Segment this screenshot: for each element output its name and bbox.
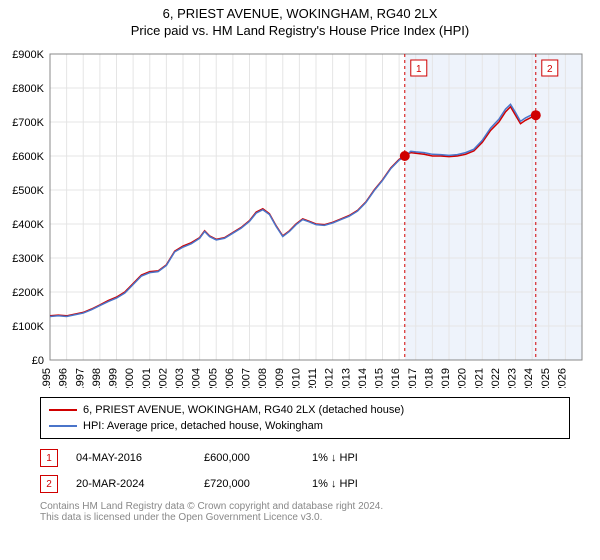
svg-text:2013: 2013	[340, 368, 352, 388]
svg-text:2012: 2012	[324, 368, 336, 388]
svg-text:1997: 1997	[74, 368, 86, 388]
svg-text:£100K: £100K	[12, 321, 44, 333]
svg-text:2014: 2014	[357, 368, 369, 388]
svg-text:2018: 2018	[423, 368, 435, 388]
event-row: 1 04-MAY-2016 £600,000 1% ↓ HPI	[40, 445, 570, 471]
chart-title-line2: Price paid vs. HM Land Registry's House …	[0, 23, 600, 38]
svg-text:2: 2	[547, 64, 553, 75]
event-marker-icon: 1	[40, 449, 58, 467]
svg-text:2007: 2007	[241, 368, 253, 388]
svg-text:2011: 2011	[307, 368, 319, 388]
legend-swatch	[49, 425, 77, 427]
svg-text:2008: 2008	[257, 368, 269, 388]
svg-text:£300K: £300K	[12, 253, 44, 265]
svg-text:1999: 1999	[108, 368, 120, 388]
svg-text:2004: 2004	[191, 368, 203, 388]
svg-text:2010: 2010	[290, 368, 302, 388]
svg-text:£900K: £900K	[12, 49, 44, 61]
svg-text:2009: 2009	[274, 368, 286, 388]
svg-text:2020: 2020	[457, 368, 469, 388]
svg-text:2017: 2017	[407, 368, 419, 388]
svg-text:1: 1	[416, 64, 422, 75]
footer-attribution: Contains HM Land Registry data © Crown c…	[40, 501, 570, 523]
svg-text:1998: 1998	[91, 368, 103, 388]
svg-text:1995: 1995	[41, 368, 53, 388]
svg-text:2023: 2023	[507, 368, 519, 388]
event-price: £600,000	[204, 452, 294, 464]
event-date: 20-MAR-2024	[76, 478, 186, 490]
svg-text:£0: £0	[32, 355, 44, 367]
legend-item: 6, PRIEST AVENUE, WOKINGHAM, RG40 2LX (d…	[49, 402, 561, 418]
svg-text:2015: 2015	[374, 368, 386, 388]
svg-text:2016: 2016	[390, 368, 402, 388]
legend-label: HPI: Average price, detached house, Woki…	[83, 418, 323, 434]
event-delta: 1% ↓ HPI	[312, 478, 358, 490]
event-date: 04-MAY-2016	[76, 452, 186, 464]
event-delta: 1% ↓ HPI	[312, 452, 358, 464]
legend-swatch	[49, 409, 77, 411]
legend-label: 6, PRIEST AVENUE, WOKINGHAM, RG40 2LX (d…	[83, 402, 404, 418]
svg-text:2024: 2024	[523, 368, 535, 388]
line-chart: £0 £100K £200K £300K £400K £500K £600K £700K £80…	[0, 48, 600, 393]
svg-text:1996: 1996	[58, 368, 70, 388]
svg-text:2002: 2002	[157, 368, 169, 388]
svg-text:2005: 2005	[207, 368, 219, 388]
svg-text:2021: 2021	[473, 368, 485, 388]
legend-item: HPI: Average price, detached house, Woki…	[49, 418, 561, 434]
svg-text:2006: 2006	[224, 368, 236, 388]
svg-text:2026: 2026	[556, 368, 568, 388]
svg-text:£200K: £200K	[12, 287, 44, 299]
svg-text:2019: 2019	[440, 368, 452, 388]
svg-text:2022: 2022	[490, 368, 502, 388]
svg-text:£800K: £800K	[12, 83, 44, 95]
svg-text:£400K: £400K	[12, 219, 44, 231]
svg-text:£700K: £700K	[12, 117, 44, 129]
footer-line: This data is licensed under the Open Gov…	[40, 512, 570, 523]
svg-text:2000: 2000	[124, 368, 136, 388]
event-price: £720,000	[204, 478, 294, 490]
event-marker-icon: 2	[40, 475, 58, 493]
event-row: 2 20-MAR-2024 £720,000 1% ↓ HPI	[40, 471, 570, 497]
svg-text:£500K: £500K	[12, 185, 44, 197]
svg-text:2001: 2001	[141, 368, 153, 388]
legend: 6, PRIEST AVENUE, WOKINGHAM, RG40 2LX (d…	[40, 397, 570, 439]
svg-text:2025: 2025	[540, 368, 552, 388]
footer-line: Contains HM Land Registry data © Crown c…	[40, 501, 570, 512]
svg-text:£600K: £600K	[12, 151, 44, 163]
svg-text:2003: 2003	[174, 368, 186, 388]
events-table: 1 04-MAY-2016 £600,000 1% ↓ HPI 2 20-MAR…	[40, 445, 570, 497]
chart-title-line1: 6, PRIEST AVENUE, WOKINGHAM, RG40 2LX	[0, 6, 600, 21]
